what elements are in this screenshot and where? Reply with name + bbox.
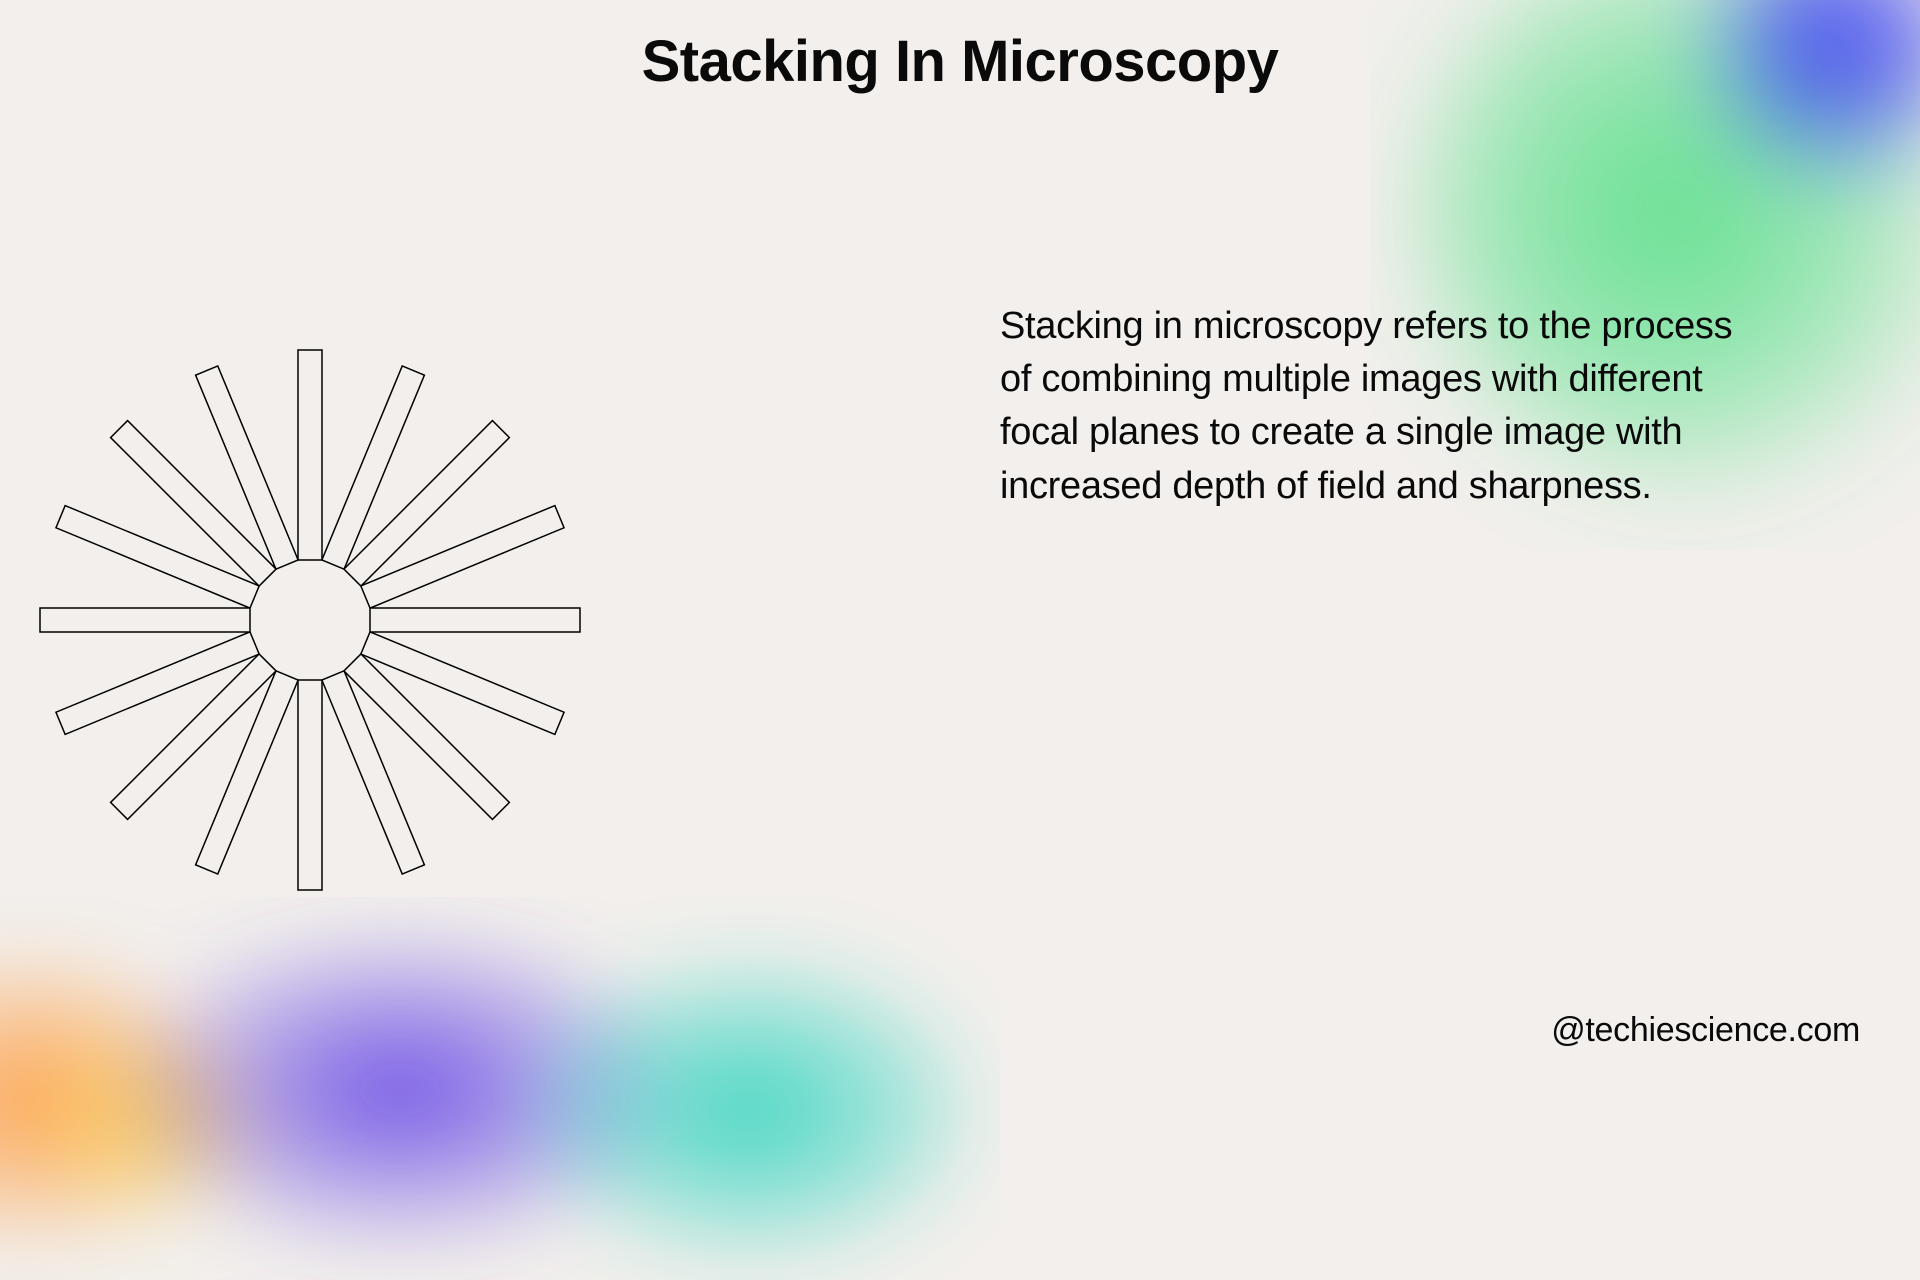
- body-description: Stacking in microscopy refers to the pro…: [1000, 300, 1740, 513]
- page-title: Stacking In Microscopy: [642, 28, 1279, 95]
- starburst-icon: [30, 340, 590, 900]
- watermark-attribution: @techiescience.com: [1551, 1011, 1860, 1050]
